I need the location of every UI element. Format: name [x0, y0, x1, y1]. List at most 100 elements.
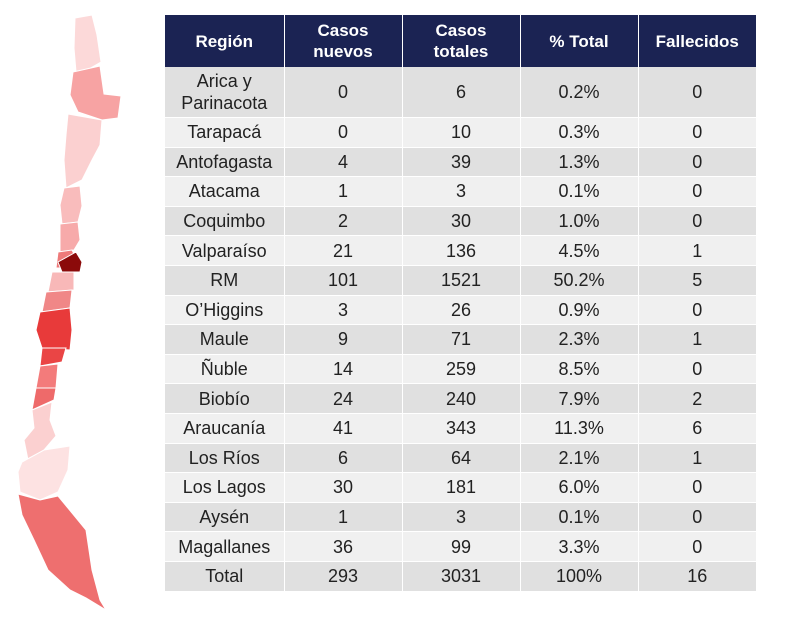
percent-total-cell: 4.5% — [520, 235, 639, 266]
casos-nuevos-cell: 293 — [284, 561, 403, 592]
table-row: Araucanía 41 343 11.3% 6 — [165, 413, 756, 444]
fallecidos-cell: 1 — [638, 443, 756, 474]
percent-total-cell: 0.1% — [520, 176, 639, 207]
map-region-uble — [35, 307, 73, 351]
percent-total-cell: 2.1% — [520, 443, 639, 474]
casos-totales-cell: 99 — [402, 531, 521, 562]
fallecidos-cell: 0 — [638, 147, 756, 178]
region-cell: O’Higgins — [165, 295, 285, 326]
region-cell: Atacama — [165, 176, 285, 207]
table-row: Valparaíso 21 136 4.5% 1 — [165, 235, 756, 266]
percent-total-cell: 8.5% — [520, 354, 639, 385]
fallecidos-cell: 0 — [638, 531, 756, 562]
casos-nuevos-cell: 6 — [284, 443, 403, 474]
casos-nuevos-cell: 36 — [284, 531, 403, 562]
casos-nuevos-cell: 14 — [284, 354, 403, 385]
fallecidos-cell: 1 — [638, 235, 756, 266]
region-cell: Antofagasta — [165, 147, 285, 178]
region-cell: Aysén — [165, 502, 285, 533]
map-region-arica-y-parinacota — [73, 14, 102, 73]
casos-nuevos-cell: 9 — [284, 324, 403, 355]
map-region-o-higgins — [47, 271, 75, 293]
table-row: Antofagasta 4 39 1.3% 0 — [165, 147, 756, 178]
casos-totales-cell: 26 — [402, 295, 521, 326]
casos-totales-cell: 181 — [402, 472, 521, 503]
header-casos-nuevos: Casos nuevos — [284, 15, 403, 67]
map-region-los-r-os — [31, 387, 57, 411]
table-row: RM 101 1521 50.2% 5 — [165, 265, 756, 296]
covid-cases-table: Región Casos nuevos Casos totales% Total Fa… — [165, 15, 756, 592]
table-header-row: Región Casos nuevos Casos totales% Total Fa… — [165, 15, 756, 67]
casos-nuevos-cell: 0 — [284, 67, 403, 118]
region-cell: Magallanes — [165, 531, 285, 562]
map-region-magallanes — [17, 493, 107, 611]
table-row: Atacama 1 3 0.1% 0 — [165, 176, 756, 207]
fallecidos-cell: 5 — [638, 265, 756, 296]
casos-totales-cell: 259 — [402, 354, 521, 385]
casos-totales-cell: 3031 — [402, 561, 521, 592]
total-row: Total 293 3031 100% 16 — [165, 561, 756, 592]
region-cell: Biobío — [165, 383, 285, 414]
casos-totales-cell: 3 — [402, 502, 521, 533]
region-cell: Arica y Parinacota — [165, 67, 285, 118]
region-cell: Total — [165, 561, 285, 592]
percent-total-cell: 0.2% — [520, 67, 639, 118]
fallecidos-cell: 16 — [638, 561, 756, 592]
header-percent-total: % Total — [520, 15, 639, 67]
casos-totales-cell: 1521 — [402, 265, 521, 296]
casos-totales-cell: 240 — [402, 383, 521, 414]
percent-total-cell: 0.9% — [520, 295, 639, 326]
casos-nuevos-cell: 4 — [284, 147, 403, 178]
percent-total-cell: 1.3% — [520, 147, 639, 178]
casos-nuevos-cell: 21 — [284, 235, 403, 266]
casos-totales-cell: 64 — [402, 443, 521, 474]
region-cell: RM — [165, 265, 285, 296]
fallecidos-cell: 1 — [638, 324, 756, 355]
percent-total-cell: 2.3% — [520, 324, 639, 355]
map-region-antofagasta — [63, 113, 103, 189]
percent-total-cell: 11.3% — [520, 413, 639, 444]
table-row: Tarapacá 0 10 0.3% 0 — [165, 117, 756, 148]
percent-total-cell: 0.3% — [520, 117, 639, 148]
casos-totales-cell: 39 — [402, 147, 521, 178]
casos-nuevos-cell: 24 — [284, 383, 403, 414]
region-cell: Araucanía — [165, 413, 285, 444]
fallecidos-cell: 0 — [638, 67, 756, 118]
table-body: Arica y Parinacota 0 6 0.2% 0 Tarapacá 0 10 0.3%… — [165, 67, 756, 592]
table-row: Coquimbo 2 30 1.0% 0 — [165, 206, 756, 237]
casos-totales-cell: 71 — [402, 324, 521, 355]
percent-total-cell: 100% — [520, 561, 639, 592]
header-casos-totales: Casos totales — [402, 15, 521, 67]
table-row: Arica y Parinacota 0 6 0.2% 0 — [165, 67, 756, 118]
region-cell: Valparaíso — [165, 235, 285, 266]
casos-nuevos-cell: 0 — [284, 117, 403, 148]
fallecidos-cell: 0 — [638, 295, 756, 326]
map-region-coquimbo — [59, 221, 81, 253]
casos-totales-cell: 10 — [402, 117, 521, 148]
fallecidos-cell: 0 — [638, 472, 756, 503]
casos-nuevos-cell: 3 — [284, 295, 403, 326]
fallecidos-cell: 6 — [638, 413, 756, 444]
percent-total-cell: 6.0% — [520, 472, 639, 503]
header-region: Región — [165, 15, 285, 67]
casos-totales-cell: 30 — [402, 206, 521, 237]
percent-total-cell: 7.9% — [520, 383, 639, 414]
table-row: Maule 9 71 2.3% 1 — [165, 324, 756, 355]
percent-total-cell: 3.3% — [520, 531, 639, 562]
map-region-ays-n — [17, 445, 71, 501]
table-row: O’Higgins 3 26 0.9% 0 — [165, 295, 756, 326]
casos-nuevos-cell: 2 — [284, 206, 403, 237]
casos-nuevos-cell: 41 — [284, 413, 403, 444]
table-row: Biobío 24 240 7.9% 2 — [165, 383, 756, 414]
map-region-biob-o — [39, 347, 67, 367]
fallecidos-cell: 0 — [638, 354, 756, 385]
fallecidos-cell: 0 — [638, 117, 756, 148]
region-cell: Los Lagos — [165, 472, 285, 503]
region-cell: Coquimbo — [165, 206, 285, 237]
table-row: Los Ríos 6 64 2.1% 1 — [165, 443, 756, 474]
fallecidos-cell: 0 — [638, 176, 756, 207]
map-region-araucan-a — [35, 363, 59, 389]
map-region-rm — [57, 251, 83, 273]
map-region-atacama — [59, 185, 83, 225]
casos-nuevos-cell: 1 — [284, 502, 403, 533]
